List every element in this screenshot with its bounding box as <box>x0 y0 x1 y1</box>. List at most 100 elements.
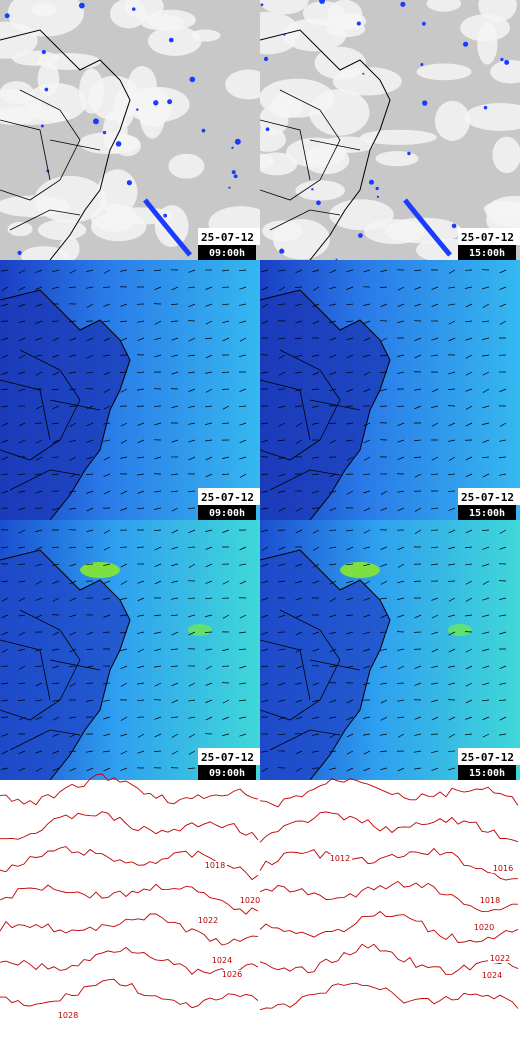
isobar <box>0 773 259 806</box>
isobar-label-bg <box>472 923 496 932</box>
wind-arrow <box>205 473 213 478</box>
wind-arrow <box>171 286 179 291</box>
wind-arrow <box>188 733 196 738</box>
wind-arrow <box>120 320 128 323</box>
wind-arrow <box>1 303 9 307</box>
wind-arrow <box>239 665 247 669</box>
wind-arrow <box>119 546 128 548</box>
rain-band <box>403 198 452 257</box>
wind-arrow <box>154 507 162 510</box>
wind-arrow <box>295 563 303 567</box>
wind-arrow <box>312 716 320 719</box>
wind-arrow <box>86 529 94 533</box>
cloud <box>0 195 70 217</box>
wind-arrow <box>380 507 388 511</box>
wind-arrow <box>154 716 162 720</box>
wind-arrow <box>205 546 213 550</box>
wind-arrow <box>35 490 43 494</box>
wind-arrow <box>120 767 128 771</box>
wind-arrow <box>103 405 111 410</box>
wind-arrow <box>329 597 337 602</box>
wind-arrow <box>261 665 269 668</box>
cloud <box>190 29 221 42</box>
wind-arrow <box>448 286 456 289</box>
wind-arrow <box>499 716 507 721</box>
wind-arrow <box>277 665 286 667</box>
wind-arrow <box>397 716 405 719</box>
wind-arrow <box>69 456 77 461</box>
wind-arrow <box>397 563 405 568</box>
wind-arrow <box>187 490 196 492</box>
wind-arrow <box>363 733 371 736</box>
wind-arrow <box>222 269 230 272</box>
wind-arrow <box>18 614 26 617</box>
map-panel: 25-07-12 09:00h <box>0 260 260 520</box>
wind-arrow <box>137 507 145 510</box>
wind-arrow <box>397 490 405 493</box>
wind-arrow <box>448 648 456 653</box>
wind-arrow <box>448 337 456 342</box>
wind-arrow <box>448 320 456 325</box>
wind-arrow <box>278 563 286 567</box>
wind-arrow <box>170 665 179 667</box>
wind-arrow <box>153 529 162 531</box>
wind-arrow <box>52 699 60 702</box>
wind-arrow <box>18 648 26 652</box>
wind-arrow <box>499 733 507 736</box>
wind-arrow <box>329 286 337 290</box>
wind-arrow <box>35 529 43 533</box>
wind-arrow <box>295 614 303 618</box>
wind-arrow <box>17 682 26 685</box>
wind-arrow <box>35 750 43 754</box>
wind-arrow <box>188 631 196 636</box>
wind-arrow <box>397 614 405 618</box>
precip <box>201 128 206 133</box>
wind-arrow <box>69 439 77 443</box>
border <box>49 139 101 151</box>
wind-arrow <box>414 473 422 478</box>
wind-arrow <box>346 490 354 495</box>
precip <box>40 124 44 128</box>
cloud <box>139 90 165 139</box>
wind-arrow <box>154 269 162 272</box>
wind-arrow <box>188 422 196 425</box>
wind-arrow <box>329 716 337 719</box>
wind-arrow <box>52 716 60 721</box>
wind-arrow <box>18 529 26 534</box>
wind-arrow <box>414 614 422 619</box>
wind-arrow <box>499 682 507 685</box>
wind-arrow <box>295 337 303 340</box>
wind-arrow <box>171 337 179 341</box>
isobar <box>259 880 518 913</box>
wind-arrow <box>120 750 128 755</box>
wind-arrow <box>171 473 179 476</box>
wind-arrow <box>205 614 213 617</box>
wind-arrow <box>120 388 128 393</box>
wind-arrow <box>363 614 371 618</box>
wind-arrow <box>86 456 94 460</box>
wind-arrow <box>261 631 269 636</box>
wind-arrow <box>69 546 77 549</box>
wind-arrow <box>171 682 179 687</box>
precip <box>422 100 428 106</box>
wind-arrow <box>499 546 507 550</box>
wind-arrow <box>18 320 26 323</box>
precip <box>265 127 270 132</box>
precip <box>163 213 168 218</box>
wind-arrow <box>103 337 111 342</box>
wind-arrow <box>222 405 230 410</box>
wind-arrow <box>312 580 320 584</box>
wind-arrow <box>397 371 405 375</box>
wind-arrow <box>295 597 303 601</box>
wind-arrow <box>414 354 422 359</box>
wind-arrow <box>329 371 337 375</box>
wind-arrow <box>329 439 337 444</box>
map-panel: 25-07-12 09:00h <box>0 520 260 780</box>
border <box>9 469 81 491</box>
cloud <box>416 63 472 81</box>
border <box>0 609 81 721</box>
cloud <box>147 26 202 56</box>
wind-arrow <box>1 699 9 702</box>
wind-arrow <box>69 269 77 274</box>
